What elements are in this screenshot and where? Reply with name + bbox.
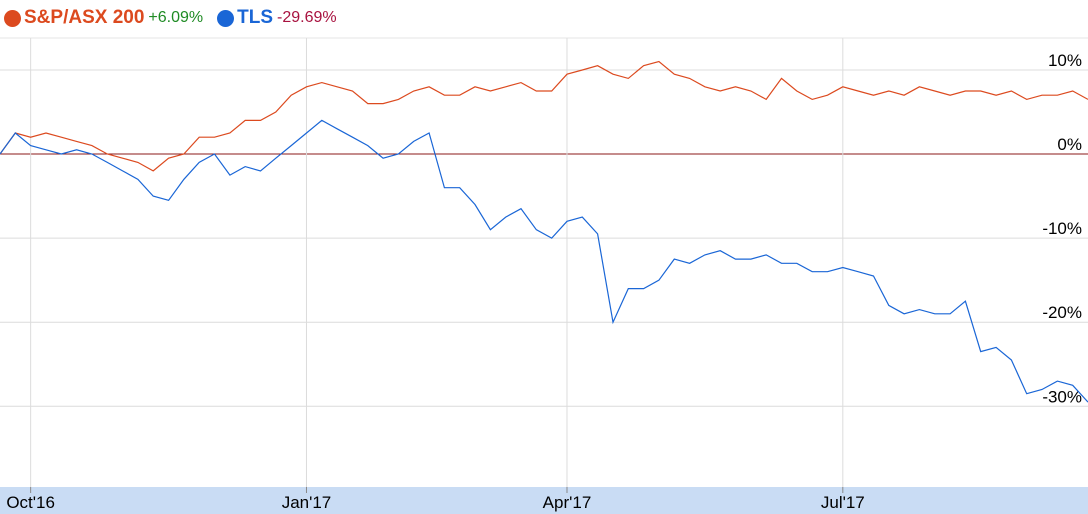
series-line: [0, 60, 1088, 172]
legend: S&P/ASX 200 +6.09% TLS -29.69%: [0, 0, 347, 36]
y-tick-label: -30%: [1042, 387, 1082, 406]
x-tick-label: Oct'16: [6, 493, 55, 512]
x-tick-label: Apr'17: [543, 493, 592, 512]
legend-change: -29.69%: [277, 9, 337, 26]
legend-dot: [4, 9, 21, 27]
y-tick-label: 10%: [1048, 51, 1082, 70]
legend-name: TLS: [237, 7, 274, 28]
x-axis-band: [0, 487, 1088, 514]
x-tick-label: Jan'17: [282, 493, 332, 512]
legend-name: S&P/ASX 200: [24, 7, 145, 28]
y-tick-label: -20%: [1042, 303, 1082, 322]
legend-dot: [217, 9, 235, 27]
legend-change: +6.09%: [148, 9, 204, 26]
y-tick-label: -10%: [1042, 219, 1082, 238]
series-line: [0, 119, 1088, 403]
y-tick-label: 0%: [1057, 135, 1082, 154]
x-tick-label: Jul'17: [821, 493, 865, 512]
